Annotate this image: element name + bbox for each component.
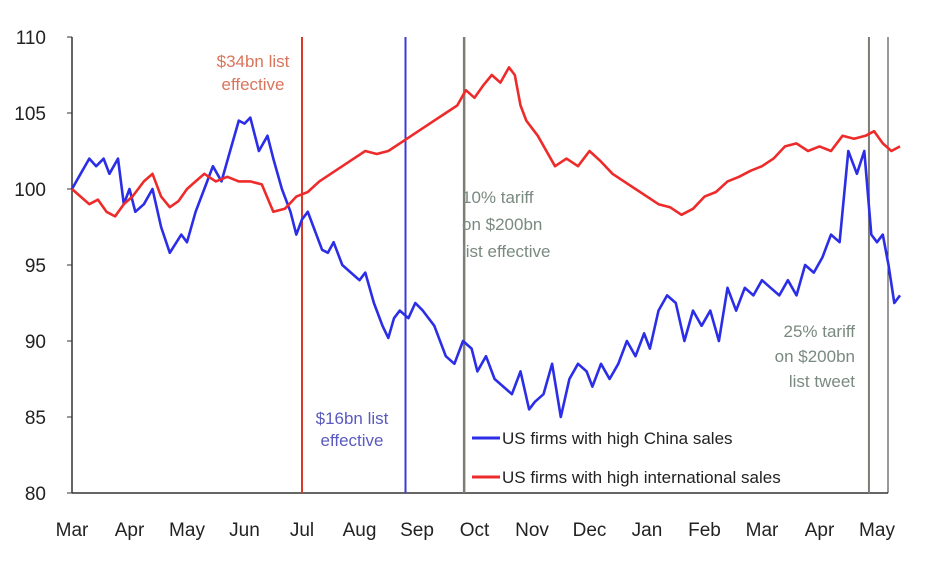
legend-label: US firms with high international sales bbox=[502, 468, 781, 487]
x-tick-labels: Mar Apr May Jun Jul Aug Sep Oct Nov Dec Jan Feb Mar A… bbox=[56, 520, 896, 541]
y-tick-label: 100 bbox=[14, 180, 46, 201]
annotation-text: $16bn list bbox=[316, 409, 389, 428]
legend-label: US firms with high China sales bbox=[502, 429, 733, 448]
y-tick-label: 85 bbox=[25, 408, 46, 429]
annotation-text: on $200bn bbox=[462, 215, 542, 234]
x-tick-label: Apr bbox=[805, 520, 835, 541]
y-tick-labels: 80 85 90 95 100 105 110 bbox=[14, 28, 72, 505]
x-tick-label: Mar bbox=[56, 520, 89, 541]
annotations: $34bn list effective $16bn list effective 10… bbox=[217, 52, 856, 450]
annotation-text: effective bbox=[221, 75, 284, 94]
x-tick-label: Mar bbox=[746, 520, 779, 541]
x-tick-label: Jan bbox=[632, 520, 663, 541]
x-tick-label: May bbox=[859, 520, 895, 541]
series-lines bbox=[70, 66, 902, 419]
x-tick-label: Dec bbox=[573, 520, 607, 541]
annotation-text: list effective bbox=[462, 242, 551, 261]
legend: US firms with high China sales US firms w… bbox=[472, 429, 781, 487]
annotation-text: on $200bn bbox=[775, 347, 855, 366]
y-tick-label: 80 bbox=[25, 484, 46, 505]
annotation-text: list tweet bbox=[789, 372, 855, 391]
x-tick-label: Oct bbox=[460, 520, 490, 541]
x-tick-label: Jun bbox=[229, 520, 260, 541]
x-tick-label: Feb bbox=[688, 520, 721, 541]
y-tick-label: 95 bbox=[25, 256, 46, 277]
annotation-text: effective bbox=[320, 431, 383, 450]
annotation-text: 25% tariff bbox=[783, 322, 855, 341]
x-tick-label: Apr bbox=[115, 520, 145, 541]
event-markers bbox=[301, 37, 870, 493]
international-sales-line bbox=[71, 66, 901, 218]
y-tick-label: 110 bbox=[16, 28, 46, 49]
x-tick-label: Aug bbox=[343, 520, 377, 541]
china-sales-line bbox=[70, 116, 902, 419]
x-tick-label: Nov bbox=[515, 520, 549, 541]
x-tick-label: Sep bbox=[400, 520, 434, 541]
annotation-text: $34bn list bbox=[217, 52, 290, 71]
axes bbox=[71, 37, 889, 494]
x-tick-label: Jul bbox=[290, 520, 314, 541]
y-tick-label: 90 bbox=[25, 332, 46, 353]
annotation-text: 10% tariff bbox=[462, 188, 534, 207]
y-tick-label: 105 bbox=[14, 104, 46, 125]
x-tick-label: May bbox=[169, 520, 205, 541]
